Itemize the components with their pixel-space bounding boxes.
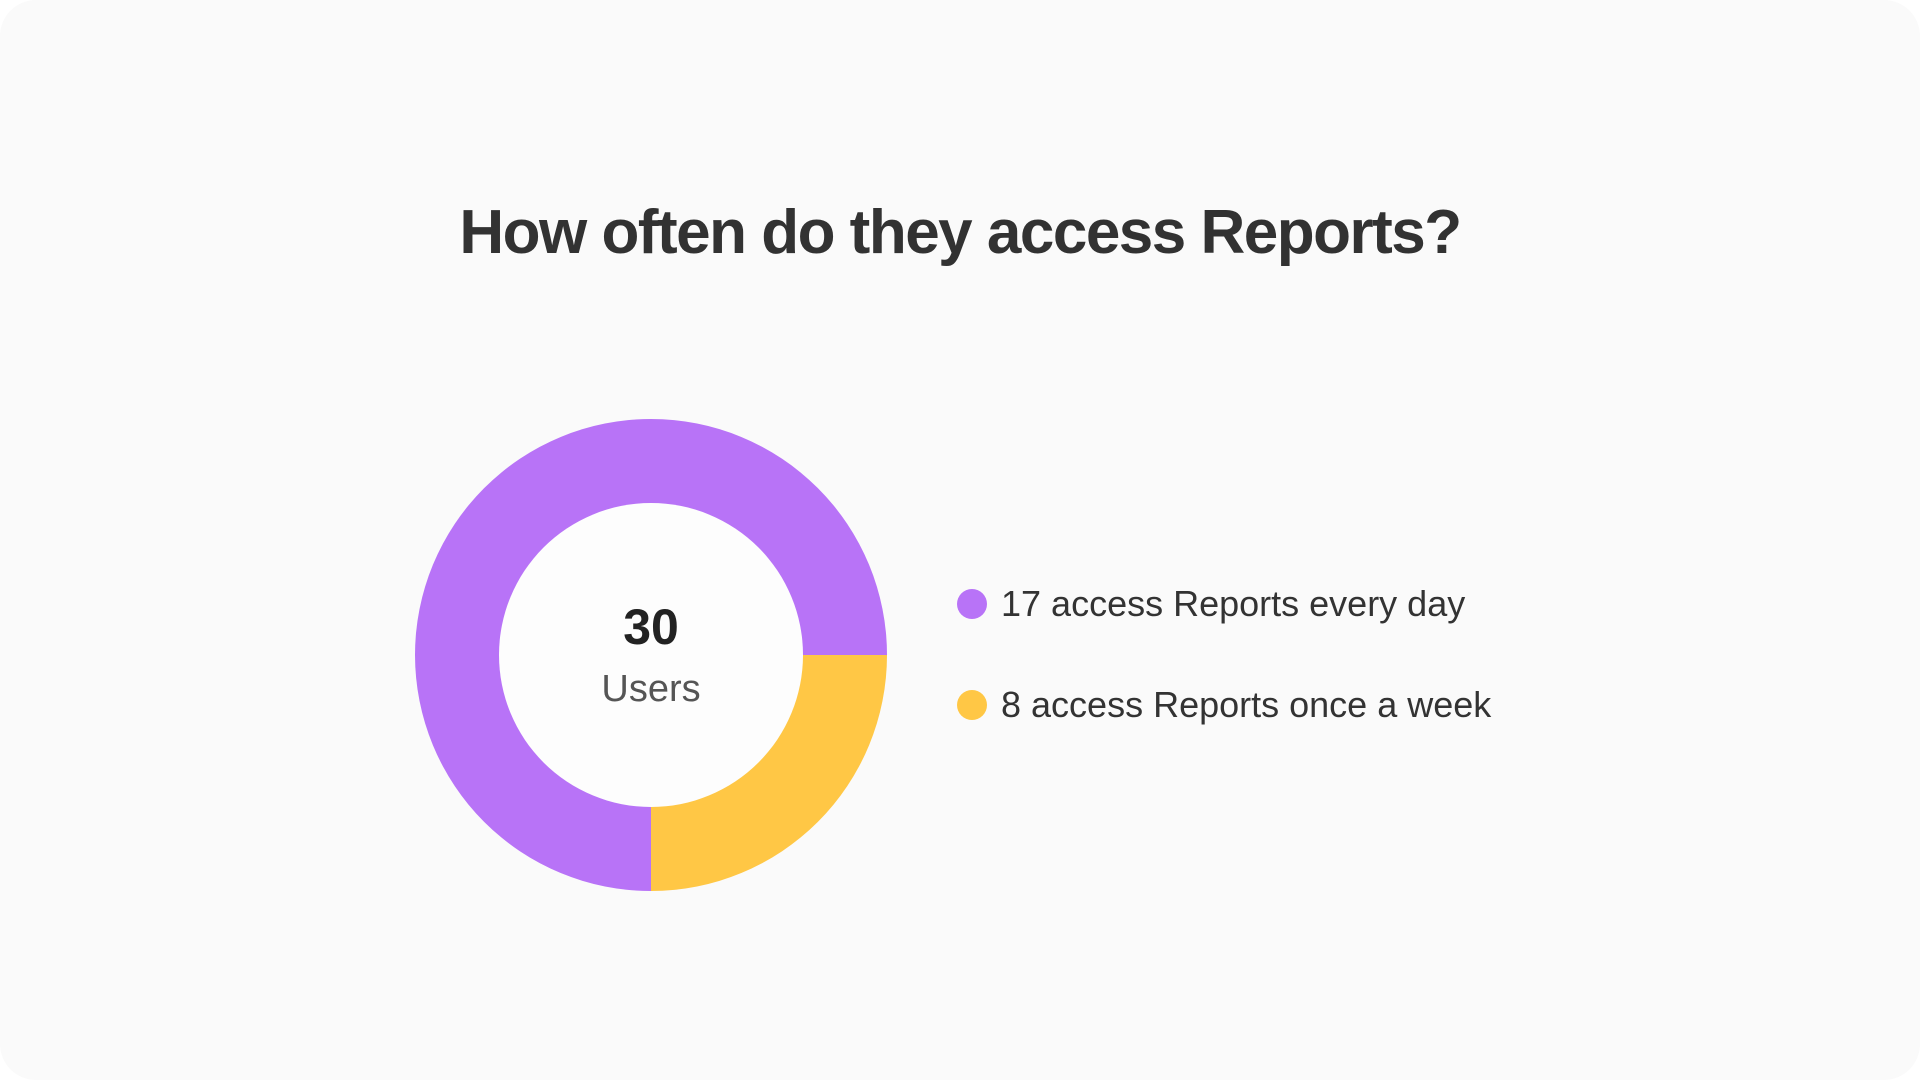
legend: 17 access Reports every day 8 access Rep… — [957, 584, 1491, 725]
donut-chart: 30 Users — [415, 419, 887, 891]
legend-label-once-a-week: 8 access Reports once a week — [1001, 684, 1492, 725]
legend-item-once-a-week: 8 access Reports once a week — [957, 685, 1491, 725]
donut-hole: 30 Users — [499, 503, 803, 807]
donut-center-label: Users — [601, 668, 701, 710]
legend-dot-purple-icon — [957, 589, 987, 619]
legend-item-every-day: 17 access Reports every day — [957, 584, 1491, 624]
donut-center-value: 30 — [623, 599, 679, 655]
legend-dot-yellow-icon — [957, 690, 987, 720]
legend-label-every-day: 17 access Reports every day — [1001, 583, 1466, 624]
page-title: How often do they access Reports? — [459, 198, 1462, 267]
